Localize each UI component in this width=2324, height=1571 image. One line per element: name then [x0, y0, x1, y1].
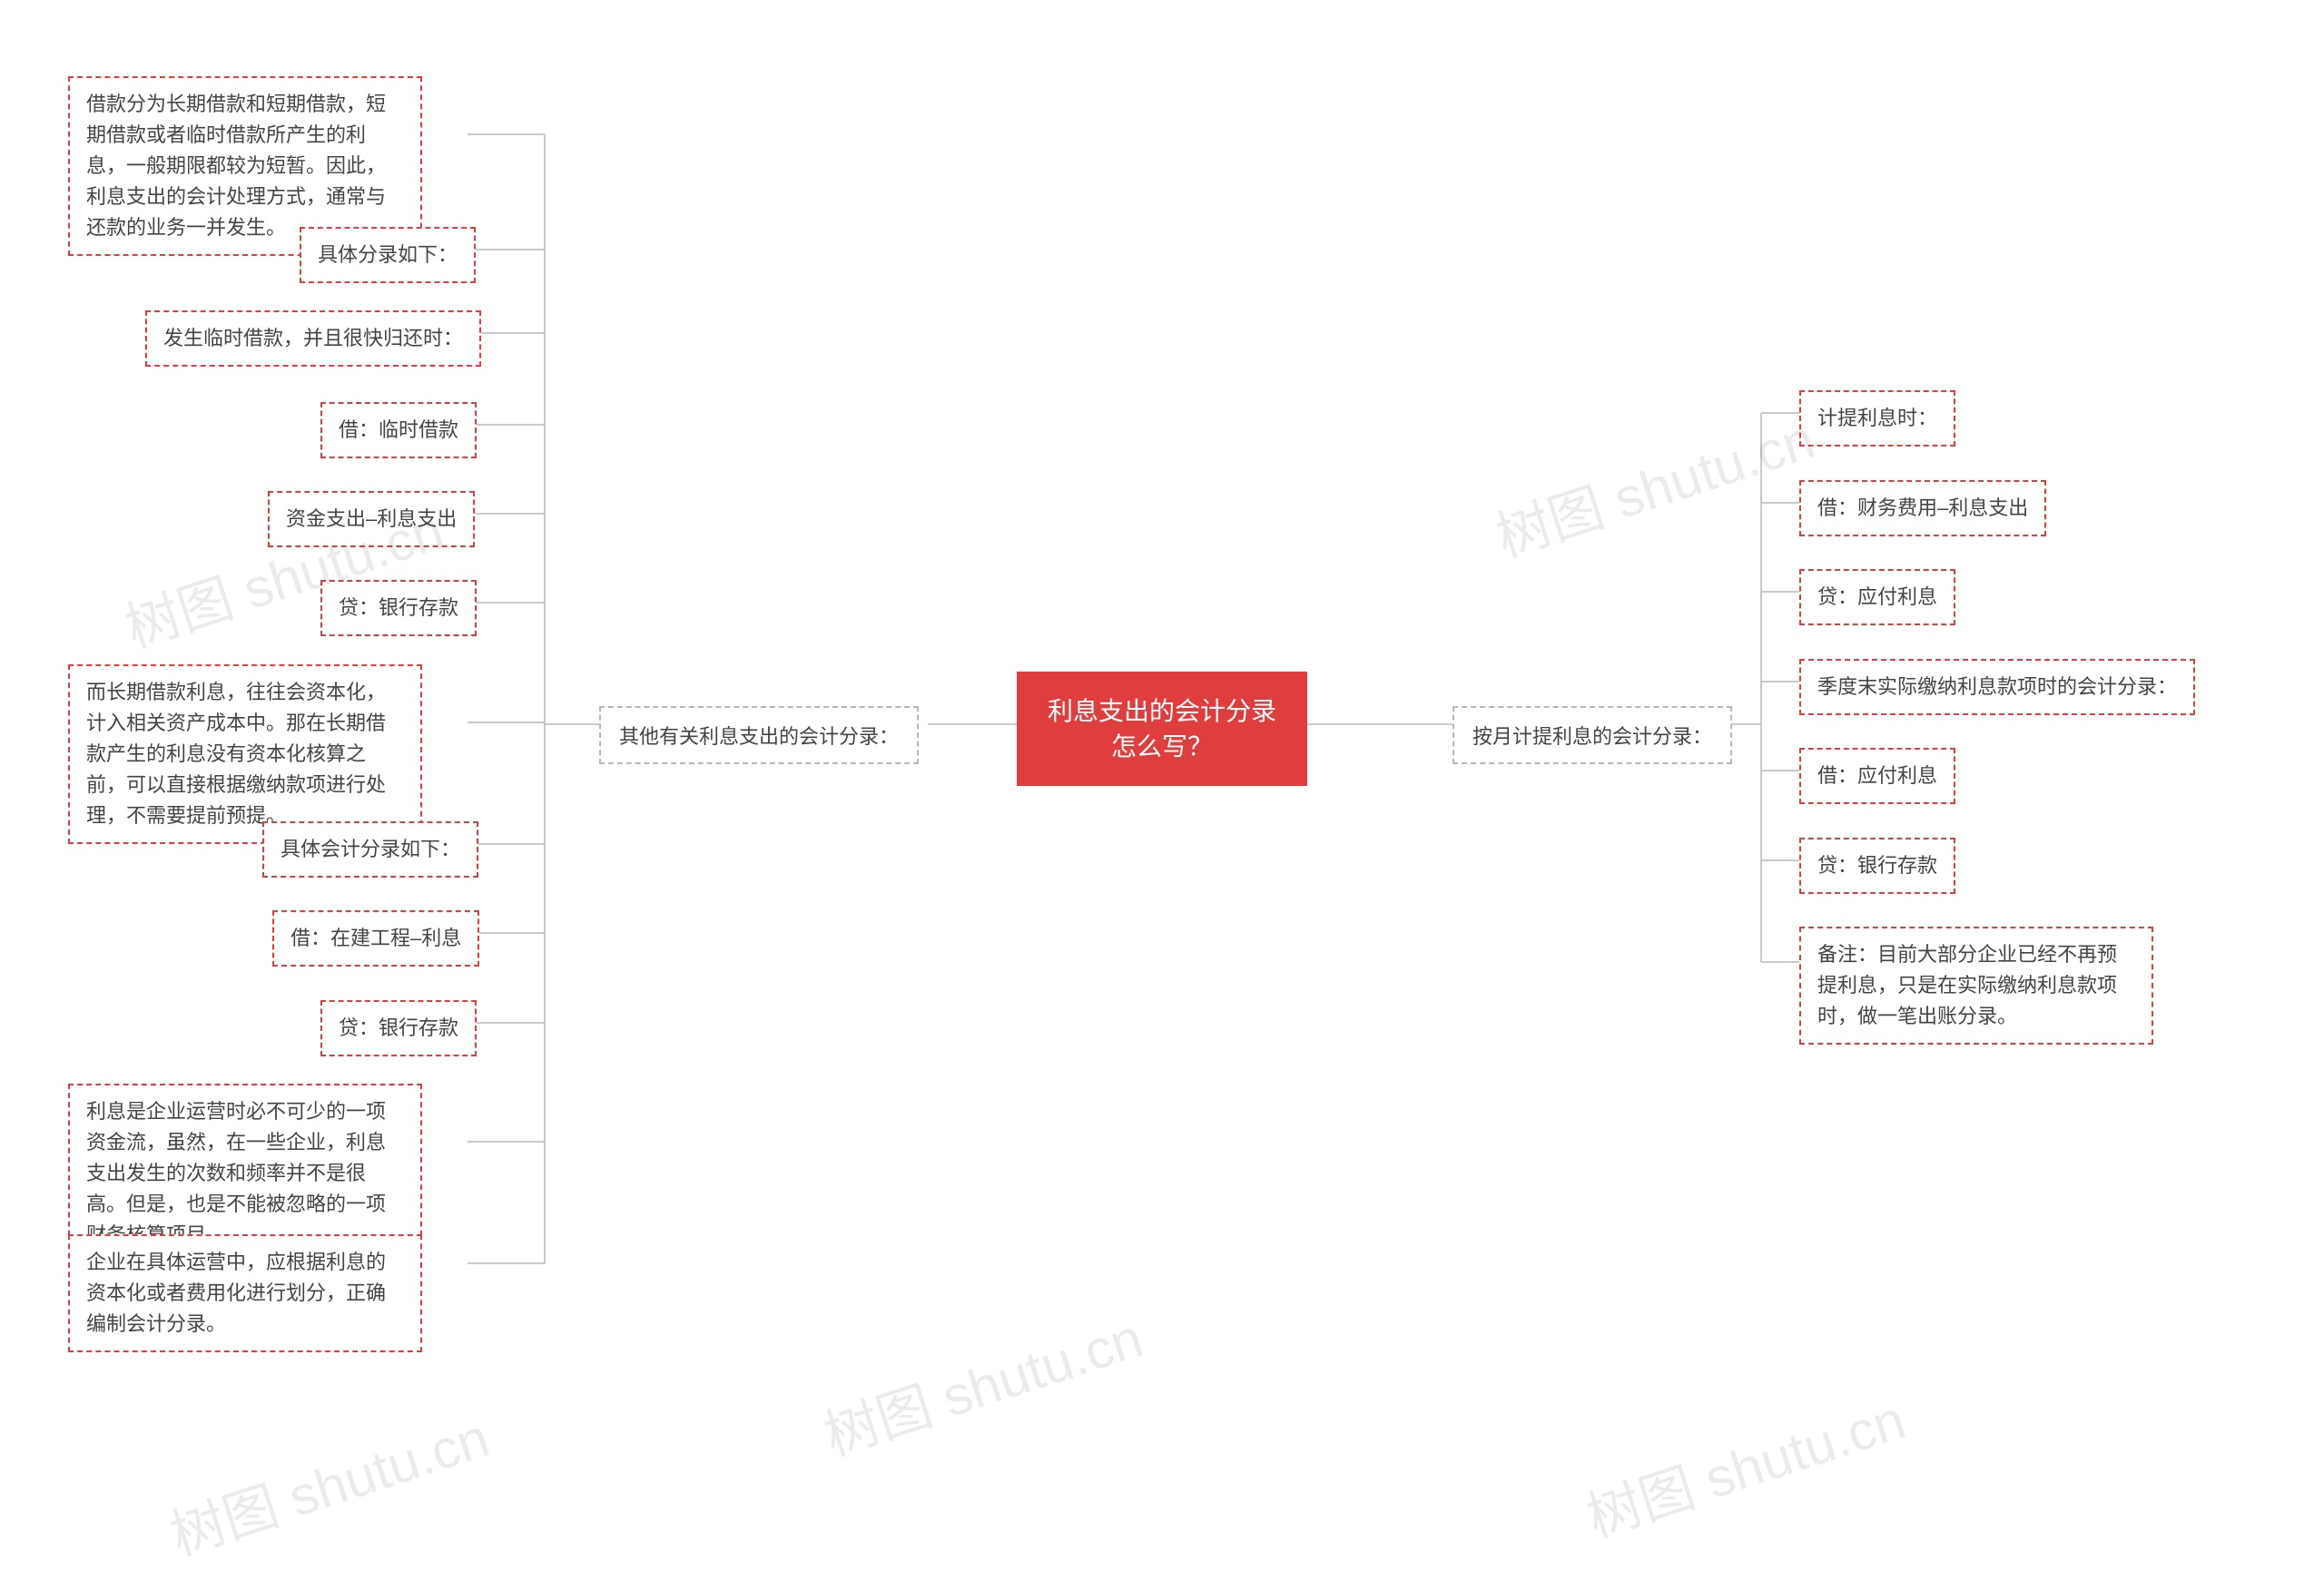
left-branch-label: 其他有关利息支出的会计分录：	[619, 725, 899, 748]
left-leaf-8: 借：在建工程–利息	[272, 910, 479, 967]
right-leaf-1: 借：财务费用–利息支出	[1799, 480, 2046, 536]
right-leaf-5: 贷：银行存款	[1799, 838, 1955, 894]
left-leaf-2: 发生临时借款，并且很快归还时：	[145, 310, 481, 367]
right-branch: 按月计提利息的会计分录：	[1452, 706, 1732, 764]
left-leaf-9: 贷：银行存款	[320, 1000, 477, 1056]
right-leaf-2: 贷：应付利息	[1799, 569, 1955, 625]
watermark-3: 树图 shutu.cn	[812, 1294, 1151, 1471]
left-leaf-11: 企业在具体运营中，应根据利息的资本化或者费用化进行划分，正确编制会计分录。	[68, 1234, 422, 1352]
left-leaf-5: 贷：银行存款	[320, 580, 477, 636]
left-leaf-6: 而长期借款利息，往往会资本化，计入相关资产成本中。那在长期借款产生的利息没有资本…	[68, 664, 422, 844]
center-text: 利息支出的会计分录怎么写？	[1048, 697, 1276, 761]
left-leaf-7: 具体会计分录如下：	[262, 821, 478, 878]
left-leaf-4: 资金支出–利息支出	[268, 491, 475, 547]
right-leaf-3: 季度末实际缴纳利息款项时的会计分录：	[1799, 659, 2195, 715]
center-node: 利息支出的会计分录怎么写？	[1017, 672, 1307, 786]
watermark-1: 树图 shutu.cn	[1484, 396, 1823, 573]
right-leaf-4: 借：应付利息	[1799, 748, 1955, 804]
watermark-4: 树图 shutu.cn	[1575, 1376, 1914, 1553]
right-leaf-6: 备注：目前大部分企业已经不再预提利息，只是在实际缴纳利息款项时，做一笔出账分录。	[1799, 927, 2153, 1045]
right-branch-label: 按月计提利息的会计分录：	[1472, 725, 1712, 748]
watermark-2: 树图 shutu.cn	[159, 1394, 497, 1571]
left-branch: 其他有关利息支出的会计分录：	[599, 706, 919, 764]
left-leaf-3: 借：临时借款	[320, 402, 477, 458]
right-leaf-0: 计提利息时：	[1799, 390, 1955, 447]
left-leaf-1: 具体分录如下：	[300, 227, 476, 283]
